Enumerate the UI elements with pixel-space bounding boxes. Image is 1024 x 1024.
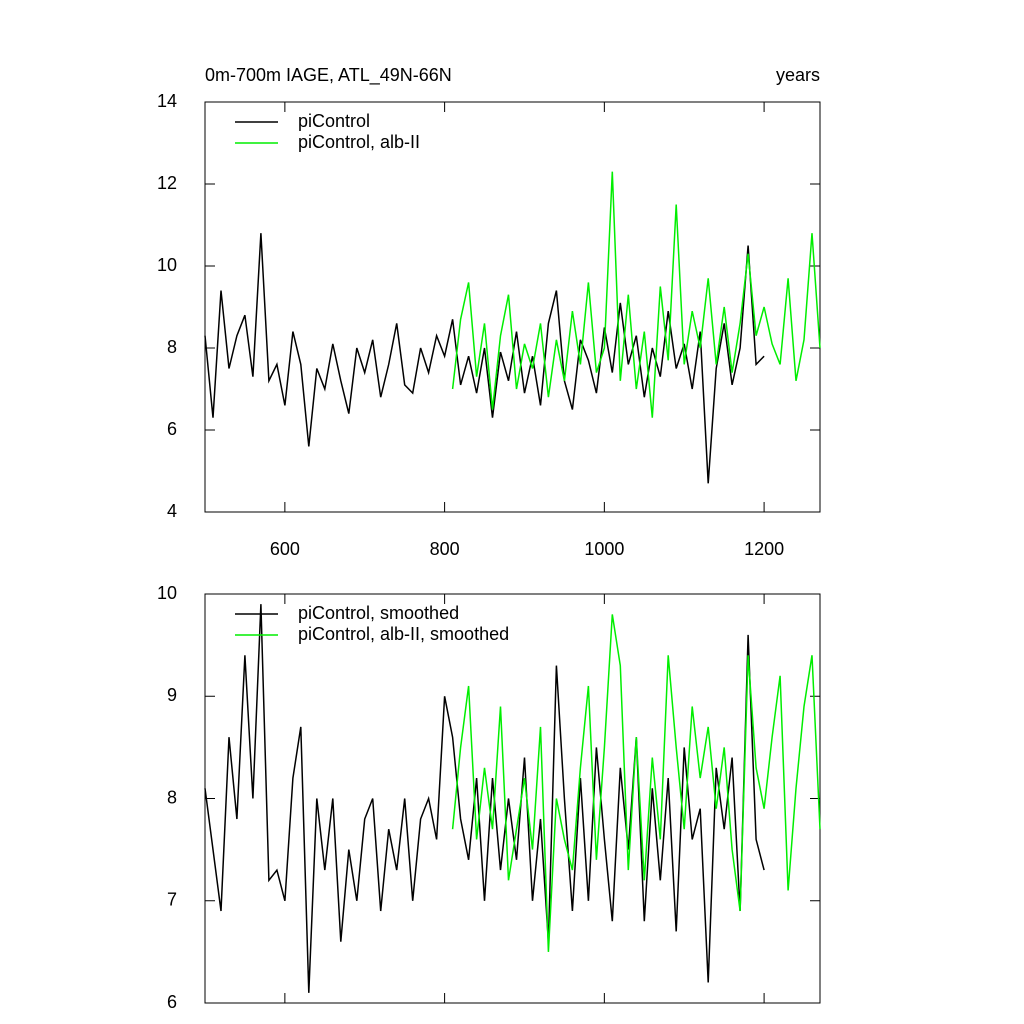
y-tick-label: 8 bbox=[167, 337, 177, 357]
x-tick-label: 1200 bbox=[744, 539, 784, 559]
y-tick-label: 10 bbox=[157, 583, 177, 603]
x-tick-label: 800 bbox=[430, 539, 460, 559]
y-tick-label: 12 bbox=[157, 173, 177, 193]
y-tick-label: 10 bbox=[157, 255, 177, 275]
series-line bbox=[204, 233, 765, 484]
x-tick-label: 600 bbox=[270, 539, 300, 559]
y-tick-label: 6 bbox=[167, 419, 177, 439]
y-tick-label: 4 bbox=[167, 501, 177, 521]
y-tick-label: 7 bbox=[167, 890, 177, 910]
units-label: years bbox=[776, 65, 820, 85]
series-line bbox=[451, 171, 821, 418]
series-line bbox=[204, 604, 765, 993]
legend-label: piControl, smoothed bbox=[298, 603, 459, 623]
legend-label: piControl bbox=[298, 111, 370, 131]
y-tick-label: 8 bbox=[167, 787, 177, 807]
legend-label: piControl, alb-II bbox=[298, 132, 420, 152]
x-tick-label: 1000 bbox=[584, 539, 624, 559]
plot-frame bbox=[204, 101, 821, 513]
y-tick-label: 14 bbox=[157, 91, 177, 111]
legend-label: piControl, alb-II, smoothed bbox=[298, 624, 509, 644]
series-line bbox=[451, 614, 821, 952]
y-tick-label: 6 bbox=[167, 992, 177, 1012]
chart-title: 0m-700m IAGE, ATL_49N-66N bbox=[205, 65, 452, 86]
y-tick-label: 9 bbox=[167, 685, 177, 705]
